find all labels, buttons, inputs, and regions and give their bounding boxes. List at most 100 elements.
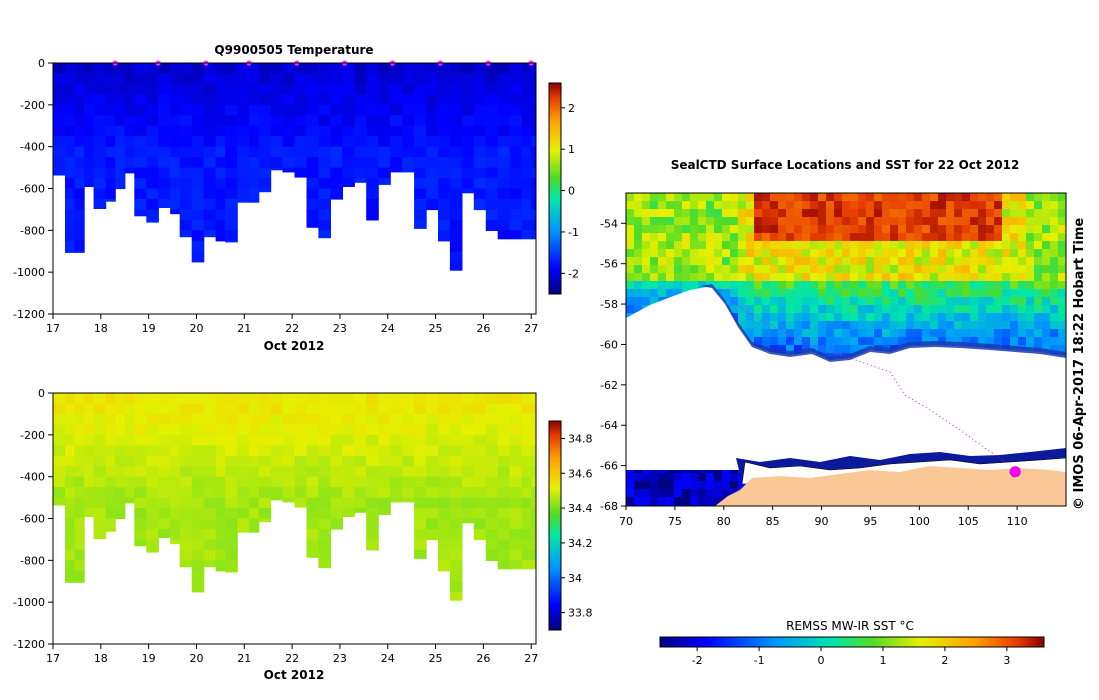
sst-cell: [954, 193, 963, 202]
temperature-cell: [191, 230, 205, 242]
temperature-cell: [306, 73, 320, 85]
temperature-cell: [203, 125, 217, 137]
salinity-cell: [378, 476, 391, 488]
temperature-cell: [237, 136, 250, 148]
temperature-cell: [93, 167, 107, 179]
salinity-cell: [497, 529, 511, 541]
sst-cell: [938, 281, 947, 290]
salinity-cell: [531, 393, 536, 405]
temperature-cell: [509, 83, 523, 95]
salinity-cell: [426, 529, 439, 541]
sst-cell: [994, 297, 1003, 306]
sst-cell: [818, 217, 827, 226]
sst-cell: [762, 209, 771, 218]
sst-cell: [938, 289, 947, 298]
temperature-cell: [191, 199, 205, 211]
sst-cell: [778, 329, 787, 338]
salinity-cell: [521, 455, 532, 467]
temperature-cell: [170, 199, 181, 211]
temperature-cell: [306, 136, 320, 148]
temperature-cell: [65, 73, 76, 85]
sst-cell: [842, 225, 851, 234]
salinity-cell: [318, 445, 331, 457]
temperature-cell: [426, 167, 439, 179]
sst-cell: [1034, 193, 1043, 202]
salinity-cell: [270, 497, 284, 501]
map-y-tick-label: -56: [600, 258, 618, 271]
salinity-cell: [105, 529, 116, 532]
salinity-cell: [438, 393, 451, 405]
sst-cell: [754, 289, 763, 298]
sst-cell: [938, 313, 947, 322]
salinity-cell: [124, 424, 135, 436]
salinity-cell: [225, 570, 238, 573]
sst-cell: [970, 217, 979, 226]
sst-cell: [906, 209, 915, 218]
sst-cell: [962, 321, 971, 330]
salinity-cell: [84, 455, 95, 467]
temperature-cell: [258, 188, 272, 193]
salinity-cell: [237, 476, 250, 488]
temperature-cell: [146, 83, 159, 95]
temperature-cell: [521, 209, 532, 221]
salinity-cell: [115, 476, 126, 488]
sst-cell: [714, 273, 723, 282]
sst-cell: [1050, 209, 1059, 218]
sst-cell: [1018, 217, 1027, 226]
temperature-cell: [134, 104, 147, 116]
sst-colorbar-title: REMSS MW-IR SST °C: [786, 619, 914, 633]
temperature-cell: [134, 136, 147, 148]
temperature-cell: [105, 146, 116, 158]
sst-cell: [746, 313, 755, 322]
sst-cell: [890, 329, 899, 338]
temperature-cell: [509, 167, 523, 179]
sst-cell: [1002, 265, 1011, 274]
sst-cell: [858, 209, 867, 218]
temperature-cell: [179, 230, 193, 238]
sst-cell: [898, 217, 907, 226]
temperature-cell: [249, 136, 260, 148]
salinity-cell: [461, 434, 475, 446]
sst-cell: [1018, 241, 1027, 250]
sst-cell: [1058, 337, 1066, 346]
temperature-cell: [366, 199, 379, 211]
temperature-cell: [105, 125, 116, 137]
sst-cell: [746, 225, 755, 234]
salinity-cell: [531, 487, 536, 499]
salinity-cell: [134, 508, 147, 520]
salinity-cell: [191, 413, 205, 425]
sst-cell: [682, 481, 691, 490]
y-tick-label: -400: [20, 471, 45, 484]
colorbar-tick-label: 34: [568, 572, 582, 585]
sst-cell: [626, 265, 635, 274]
sst-cell: [730, 233, 739, 242]
temperature-cell: [203, 146, 217, 158]
sst-cell: [842, 273, 851, 282]
temperature-cell: [65, 230, 76, 242]
sst-cell: [642, 201, 651, 210]
sst-cell: [762, 289, 771, 298]
colorbar-tick-label: 33.8: [568, 607, 593, 620]
temperature-cell: [306, 146, 320, 158]
sst-cell: [1042, 209, 1051, 218]
temperature-cell: [203, 209, 217, 221]
sst-cell: [898, 209, 907, 218]
map-x-tick-label: 80: [717, 515, 731, 528]
sst-cell: [1034, 201, 1043, 210]
temperature-cell: [115, 115, 126, 127]
salinity-cell: [449, 518, 463, 530]
temperature-cell: [366, 146, 379, 158]
salinity-cell: [179, 487, 193, 499]
salinity-cell: [461, 445, 475, 457]
sst-cell: [834, 217, 843, 226]
temperature-cell: [378, 94, 391, 106]
salinity-cell: [115, 403, 126, 415]
sst-cell: [842, 297, 851, 306]
temperature-cell: [74, 219, 85, 231]
temperature-cell: [203, 73, 217, 85]
sst-cell: [866, 201, 875, 210]
x-tick-label: 23: [333, 322, 347, 335]
sst-cell: [986, 281, 995, 290]
salinity-cell: [258, 508, 272, 520]
sst-cell: [818, 233, 827, 242]
